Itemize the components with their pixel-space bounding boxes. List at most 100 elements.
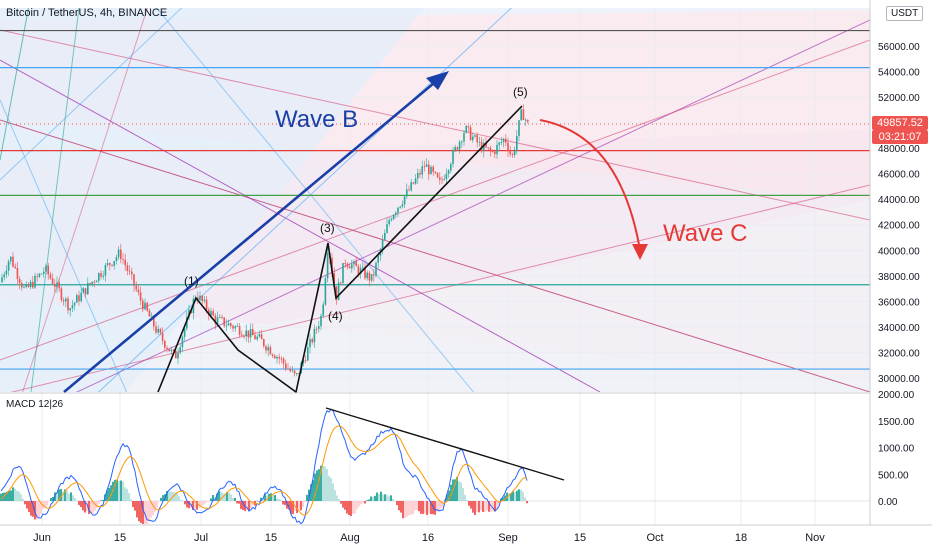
- candle-body[interactable]: [106, 263, 109, 266]
- candle-body[interactable]: [461, 141, 463, 143]
- candle-body[interactable]: [181, 336, 184, 348]
- candle-body[interactable]: [403, 196, 406, 205]
- candle-body[interactable]: [133, 274, 135, 286]
- candle-body[interactable]: [260, 334, 263, 340]
- candle-body[interactable]: [520, 109, 522, 121]
- candle-body[interactable]: [342, 262, 344, 284]
- candle-body[interactable]: [302, 360, 305, 363]
- candle-body[interactable]: [95, 280, 98, 283]
- candle-body[interactable]: [337, 282, 340, 301]
- candle-body[interactable]: [280, 358, 283, 360]
- candle-body[interactable]: [139, 292, 142, 301]
- candle-body[interactable]: [241, 334, 243, 336]
- candle-body[interactable]: [362, 267, 364, 269]
- candle-body[interactable]: [117, 249, 120, 258]
- candle-body[interactable]: [474, 135, 476, 137]
- candle-body[interactable]: [216, 317, 219, 324]
- candle-body[interactable]: [419, 173, 421, 175]
- candle-body[interactable]: [23, 286, 25, 288]
- candle-body[interactable]: [522, 109, 525, 120]
- candle-body[interactable]: [445, 173, 448, 180]
- candle-body[interactable]: [100, 273, 102, 277]
- candle-body[interactable]: [386, 224, 388, 233]
- candle-body[interactable]: [285, 363, 287, 369]
- candle-body[interactable]: [478, 141, 481, 143]
- candle-body[interactable]: [366, 272, 368, 279]
- candle-body[interactable]: [340, 282, 342, 284]
- candle-body[interactable]: [274, 355, 276, 359]
- candle-body[interactable]: [170, 349, 173, 352]
- candle-body[interactable]: [179, 347, 181, 353]
- candle-body[interactable]: [87, 283, 89, 295]
- candle-body[interactable]: [29, 281, 32, 287]
- candle-body[interactable]: [423, 166, 426, 168]
- candle-body[interactable]: [205, 299, 208, 310]
- candle-body[interactable]: [254, 335, 256, 340]
- candle-body[interactable]: [417, 173, 419, 179]
- candle-body[interactable]: [373, 274, 375, 276]
- candle-body[interactable]: [467, 125, 470, 128]
- candle-body[interactable]: [38, 273, 41, 277]
- candle-body[interactable]: [256, 336, 258, 340]
- candle-body[interactable]: [247, 330, 250, 338]
- candle-body[interactable]: [164, 340, 166, 348]
- candle-body[interactable]: [208, 309, 210, 316]
- candle-body[interactable]: [410, 182, 412, 191]
- candle-body[interactable]: [102, 275, 104, 277]
- candle-body[interactable]: [309, 339, 311, 348]
- candle-body[interactable]: [73, 302, 76, 306]
- candle-body[interactable]: [120, 249, 122, 260]
- candle-body[interactable]: [131, 271, 133, 275]
- candle-body[interactable]: [175, 350, 177, 359]
- candle-body[interactable]: [456, 147, 459, 150]
- candle-body[interactable]: [157, 328, 159, 333]
- candle-body[interactable]: [463, 132, 465, 142]
- candle-body[interactable]: [128, 270, 131, 272]
- candle-body[interactable]: [82, 288, 85, 293]
- candle-body[interactable]: [113, 261, 115, 266]
- candle-body[interactable]: [491, 151, 494, 153]
- candle-body[interactable]: [269, 347, 272, 355]
- candle-body[interactable]: [168, 349, 170, 352]
- candle-body[interactable]: [142, 300, 144, 310]
- candle-body[interactable]: [439, 177, 441, 180]
- candle-body[interactable]: [14, 266, 16, 268]
- candle-body[interactable]: [36, 275, 38, 277]
- candle-body[interactable]: [245, 330, 247, 337]
- candle-body[interactable]: [498, 142, 500, 145]
- candle-body[interactable]: [51, 278, 54, 285]
- candle-body[interactable]: [333, 273, 335, 287]
- candle-body[interactable]: [93, 281, 96, 283]
- candle-body[interactable]: [144, 302, 146, 310]
- candle-body[interactable]: [304, 360, 307, 362]
- candle-body[interactable]: [324, 278, 327, 305]
- candle-body[interactable]: [480, 141, 483, 152]
- candle-body[interactable]: [3, 274, 5, 278]
- candle-body[interactable]: [148, 310, 151, 317]
- candle-body[interactable]: [507, 142, 509, 152]
- candle-body[interactable]: [21, 283, 23, 288]
- candle-body[interactable]: [447, 170, 450, 174]
- candle-body[interactable]: [287, 368, 289, 370]
- candle-body[interactable]: [1, 277, 3, 283]
- candle-body[interactable]: [225, 325, 228, 327]
- candle-body[interactable]: [408, 189, 410, 191]
- candle-body[interactable]: [458, 141, 461, 150]
- candle-body[interactable]: [172, 349, 175, 351]
- candle-body[interactable]: [276, 356, 278, 359]
- candle-body[interactable]: [69, 308, 71, 311]
- candle-body[interactable]: [513, 149, 516, 156]
- candle-body[interactable]: [201, 295, 203, 302]
- candle-body[interactable]: [40, 273, 43, 275]
- candle-body[interactable]: [210, 311, 212, 316]
- candle-body[interactable]: [436, 173, 439, 178]
- candle-body[interactable]: [434, 171, 437, 174]
- candle-body[interactable]: [357, 266, 360, 274]
- candle-body[interactable]: [221, 316, 223, 318]
- candle-body[interactable]: [524, 119, 527, 121]
- candle-body[interactable]: [359, 268, 362, 274]
- candle-body[interactable]: [516, 135, 518, 150]
- candle-body[interactable]: [500, 142, 503, 143]
- candle-body[interactable]: [5, 270, 8, 275]
- candle-body[interactable]: [289, 368, 291, 372]
